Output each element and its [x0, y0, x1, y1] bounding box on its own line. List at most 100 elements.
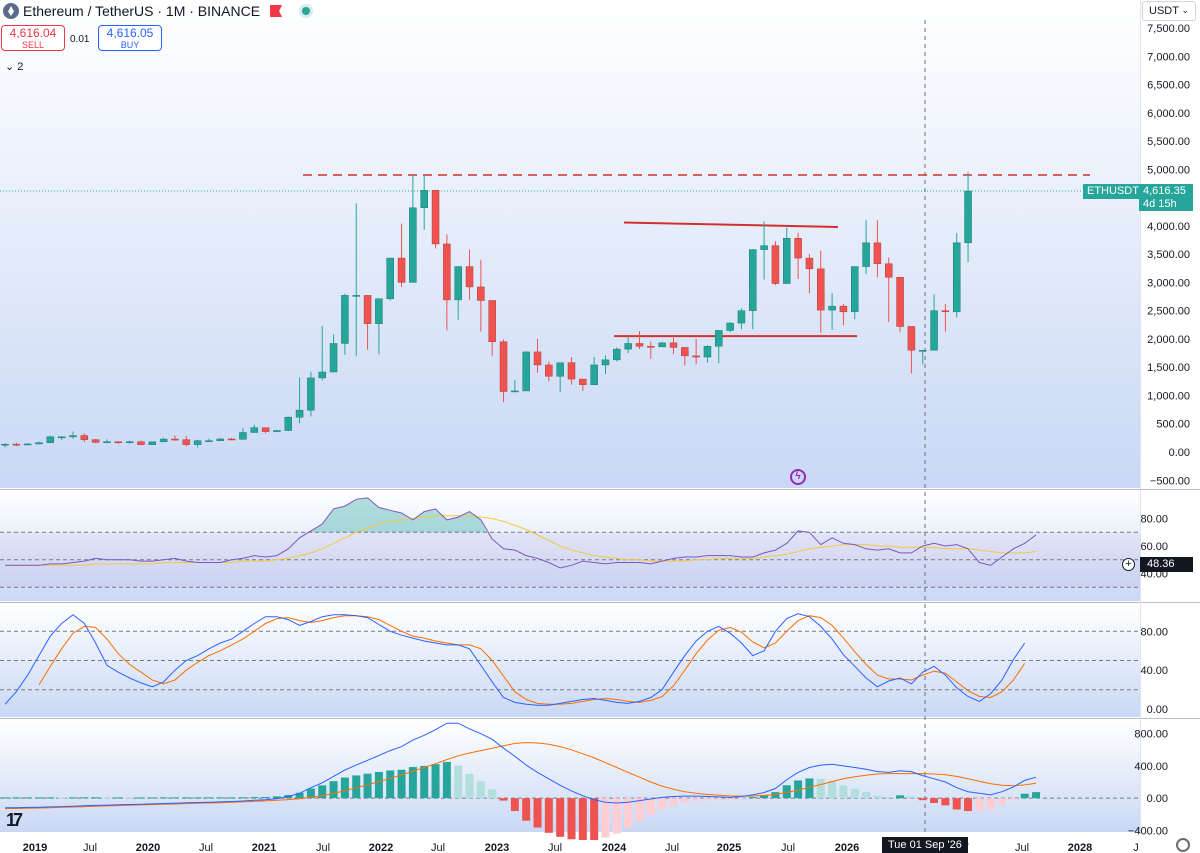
candle-body	[884, 263, 893, 278]
currency-select[interactable]: USDT ⌄	[1142, 1, 1196, 21]
macd-histogram-bar	[907, 796, 916, 799]
price-axis-tick: 2,500.00	[1147, 306, 1190, 318]
macd-histogram-bar	[986, 798, 995, 810]
candle-body	[114, 441, 123, 444]
candle-body	[420, 190, 428, 209]
price-axis-tick: 6,500.00	[1147, 80, 1190, 92]
macd-histogram-bar	[896, 795, 905, 799]
candle-body	[533, 351, 542, 366]
buy-label: BUY	[120, 40, 140, 50]
time-axis-tick: Jul	[199, 842, 213, 853]
candle-body	[817, 268, 825, 311]
time-axis-tick: Jul	[665, 842, 679, 853]
gear-icon[interactable]	[1176, 838, 1190, 852]
event-lightning-icon[interactable]: ϟ	[790, 469, 806, 485]
sell-label: SELL	[21, 40, 45, 50]
macd-histogram-bar	[714, 798, 723, 800]
candle-body	[941, 310, 950, 313]
macd-histogram-bar	[329, 781, 338, 799]
macd-histogram-bar	[182, 797, 191, 799]
price-axis-tick: −500.00	[1150, 475, 1190, 487]
candle-body	[601, 359, 610, 366]
rsi-overbought-fill	[305, 497, 804, 533]
last-price-box: 4,616.35 4d 15h	[1139, 184, 1193, 211]
macd-histogram-bar	[590, 798, 599, 841]
macd-histogram-bar	[1, 797, 9, 799]
candle-body	[137, 441, 145, 445]
macd-axis-tick: 0.00	[1147, 793, 1168, 805]
macd-histogram-bar	[148, 797, 157, 799]
time-axis-tick: Jul	[83, 842, 97, 853]
candle-body	[57, 436, 66, 439]
macd-histogram-bar	[408, 767, 417, 799]
macd-histogram-bar	[748, 797, 757, 799]
stoch-k-line	[4, 613, 1026, 706]
candle-body	[952, 242, 961, 313]
candle-body	[352, 295, 360, 297]
macd-histogram-bar	[57, 797, 66, 799]
crosshair-date-label: Tue 01 Sep '26	[882, 837, 968, 853]
macd-histogram-bar	[420, 765, 429, 799]
macd-histogram-bar	[159, 797, 168, 799]
candle-body	[851, 266, 859, 313]
time-axis-tick: J	[1133, 842, 1139, 853]
macd-histogram-bar	[624, 798, 633, 828]
macd-histogram-bar	[726, 798, 735, 800]
price-axis-tick: 1,500.00	[1147, 362, 1190, 374]
plus-icon[interactable]: +	[1122, 558, 1135, 571]
macd-histogram-bar	[918, 798, 927, 801]
macd-histogram-bar	[136, 797, 145, 799]
chevron-down-icon: ⌄	[1181, 5, 1189, 15]
macd-histogram-bar	[102, 797, 111, 799]
candle-body	[261, 427, 270, 432]
macd-histogram-bar	[431, 764, 440, 799]
buy-button[interactable]: 4,616.05 BUY	[98, 25, 162, 51]
buy-price: 4,616.05	[106, 26, 154, 40]
bar-countdown: 4d 15h	[1143, 198, 1177, 210]
macd-axis-tick: 800.00	[1134, 729, 1168, 741]
candle-body	[375, 298, 383, 324]
macd-histogram-bar	[12, 797, 21, 799]
macd-histogram-bar	[442, 761, 451, 799]
candle-body	[329, 343, 338, 373]
macd-histogram-bar	[318, 785, 327, 799]
candle-body	[307, 377, 315, 411]
symbol-header[interactable]: Ethereum / TetherUS · 1M · BINANCE	[0, 0, 311, 22]
price-axis-tick: 7,500.00	[1147, 23, 1190, 35]
flag-icon[interactable]	[270, 5, 283, 17]
candle-body	[318, 371, 326, 379]
candle-body	[522, 351, 530, 392]
macd-histogram-bar	[805, 778, 814, 799]
macd-histogram-bar	[884, 796, 893, 799]
candle-body	[545, 364, 553, 377]
price-axis-tick: 4,000.00	[1147, 221, 1190, 233]
candle-body	[35, 442, 43, 445]
macd-signal-line	[4, 742, 1037, 810]
sell-button[interactable]: 4,616.04 SELL	[1, 25, 65, 51]
candle-body	[726, 322, 734, 331]
symbol-title[interactable]: Ethereum / TetherUS · 1M · BINANCE	[23, 3, 261, 19]
indicator-toggle[interactable]: ⌄ 2	[5, 60, 23, 73]
macd-histogram-bar	[873, 795, 882, 799]
macd-histogram-bar	[34, 797, 43, 799]
macd-histogram-bar	[227, 797, 236, 799]
macd-axis-tick: 400.00	[1134, 761, 1168, 773]
stoch-axis-tick: 0.00	[1147, 704, 1168, 716]
candle-body	[171, 438, 179, 441]
candle-body	[363, 295, 372, 324]
macd-histogram-bar	[340, 777, 349, 799]
candle-body	[556, 362, 564, 377]
time-axis-tick: Jul	[431, 842, 445, 853]
time-axis-tick: 2024	[602, 842, 627, 853]
macd-histogram-bar	[839, 785, 848, 799]
price-axis-tick: 2,000.00	[1147, 334, 1190, 346]
market-status-icon[interactable]	[302, 7, 311, 15]
price-axis-tick: 500.00	[1156, 419, 1190, 431]
candle-body	[148, 441, 157, 445]
time-axis-tick: 2021	[252, 842, 276, 853]
macd-histogram-bar	[828, 780, 837, 799]
macd-histogram-bar	[862, 792, 871, 799]
candle-body	[783, 238, 791, 284]
macd-histogram-bar	[80, 797, 89, 799]
